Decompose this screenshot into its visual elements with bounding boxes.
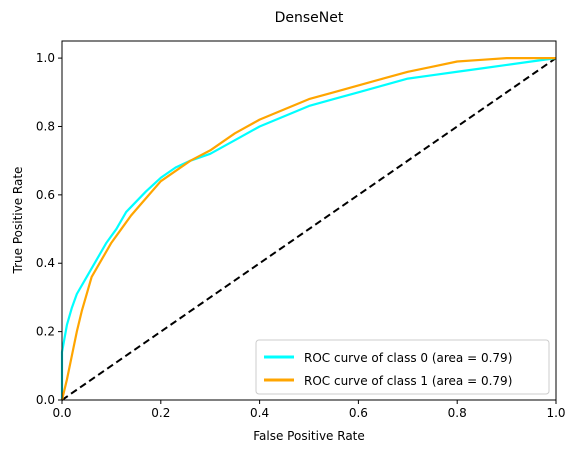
y-tick-label: 0.6 bbox=[36, 188, 55, 202]
x-tick-label: 0.4 bbox=[250, 406, 269, 420]
x-tick-label: 0.2 bbox=[151, 406, 170, 420]
y-axis-ticks: 0.0 0.2 0.4 0.6 0.8 1.0 bbox=[36, 51, 62, 407]
legend: ROC curve of class 0 (area = 0.79) ROC c… bbox=[255, 339, 550, 395]
chance-diagonal-line bbox=[61, 57, 557, 401]
x-tick-label: 1.0 bbox=[546, 406, 565, 420]
axes-frame bbox=[61, 40, 557, 401]
roc-line-class-0 bbox=[60, 57, 557, 400]
roc-line-class-1 bbox=[60, 56, 556, 401]
y-tick-label: 0.4 bbox=[36, 256, 55, 270]
x-axis-ticks: 0.0 0.2 0.4 0.6 0.8 1.0 bbox=[52, 400, 566, 420]
x-tick-label: 0.6 bbox=[349, 406, 368, 420]
legend-label-class-1: ROC curve of class 1 (area = 0.79) bbox=[304, 374, 512, 388]
x-tick-label: 0.8 bbox=[448, 406, 467, 420]
y-tick-label: 1.0 bbox=[36, 51, 55, 65]
y-tick-label: 0.8 bbox=[36, 119, 55, 133]
legend-label-class-0: ROC curve of class 0 (area = 0.79) bbox=[304, 351, 512, 365]
y-axis-label: True Positive Rate bbox=[11, 167, 25, 275]
y-tick-label: 0.0 bbox=[36, 393, 55, 407]
x-axis-label: False Positive Rate bbox=[253, 429, 365, 443]
x-tick-label: 0.0 bbox=[52, 406, 71, 420]
plot-area bbox=[60, 40, 557, 401]
y-tick-label: 0.2 bbox=[36, 325, 55, 339]
legend-box bbox=[255, 339, 550, 395]
series-layer bbox=[60, 56, 557, 401]
chart-title: DenseNet bbox=[275, 10, 344, 26]
